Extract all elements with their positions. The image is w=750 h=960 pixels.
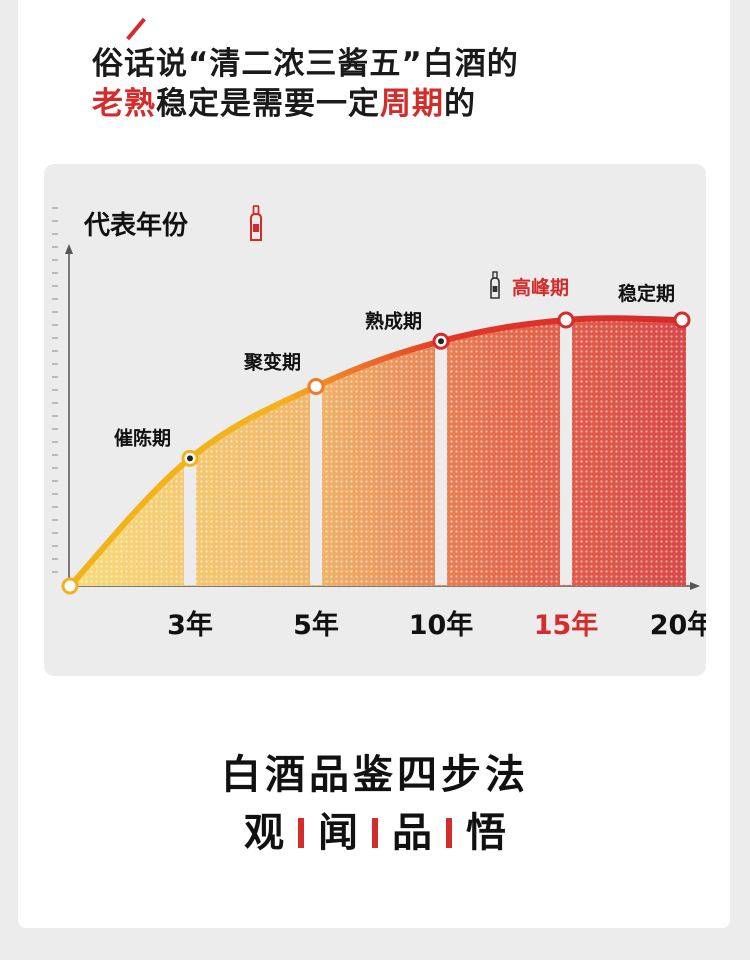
y-axis-ticks — [52, 207, 58, 573]
step-separator — [372, 818, 378, 848]
step-taste: 品 — [392, 810, 432, 856]
stage-divider — [560, 314, 572, 585]
stage-marker-dot — [187, 455, 193, 462]
stage-label: 催陈期 — [114, 426, 171, 449]
step-reflect: 悟 — [466, 810, 506, 856]
aging-chart-panel: 催陈期 聚变期 熟成期 高峰期 稳定期 3年 5年 10年 15年 20年 代表年份 — [44, 164, 706, 676]
stage-label: 聚变期 — [243, 351, 301, 374]
stage-marker — [673, 311, 691, 329]
x-tick-labels: 3年 5年 10年 15年 20年 — [167, 609, 706, 641]
headline-highlight-aging: 老熟 — [92, 86, 156, 122]
bottle-icon — [250, 205, 262, 241]
step-look: 观 — [244, 810, 284, 856]
headline-highlight-cycle: 周期 — [380, 86, 444, 122]
stage-labels: 催陈期 聚变期 熟成期 高峰期 稳定期 — [114, 271, 675, 449]
stage-divider — [435, 314, 447, 585]
step-smell: 闻 — [318, 810, 358, 856]
aging-chart: 催陈期 聚变期 熟成期 高峰期 稳定期 3年 5年 10年 15年 20年 代表年份 — [52, 205, 706, 641]
x-axis-arrow — [690, 582, 700, 590]
bottle-icon — [490, 271, 500, 299]
headline-line1: 俗话说“清二浓三酱五”白酒的 — [92, 46, 519, 82]
method-steps: 观闻品悟 — [0, 800, 750, 858]
method-title: 白酒品鉴四步法 — [221, 752, 529, 798]
accent-slash — [126, 17, 146, 41]
y-axis-arrow — [65, 244, 73, 254]
stage-divider — [184, 314, 196, 585]
x-tick-label: 10年 — [409, 609, 474, 641]
area-fill — [70, 318, 686, 586]
headline: 俗话说“清二浓三酱五”白酒的 老熟稳定是需要一定周期的 — [92, 44, 519, 124]
stage-markers — [61, 311, 691, 595]
headline-end: 的 — [444, 86, 476, 122]
stage-marker — [557, 311, 575, 329]
stage-label: 熟成期 — [365, 309, 422, 332]
stage-label: 高峰期 — [512, 276, 569, 299]
x-tick-label: 5年 — [293, 609, 339, 641]
y-axis-label: 代表年份 — [83, 210, 188, 241]
stage-marker — [307, 378, 325, 395]
headline-mid: 稳定是需要一定 — [156, 86, 380, 122]
start-marker — [61, 577, 79, 595]
step-separator — [446, 818, 452, 848]
x-tick-label: 15年 — [534, 609, 599, 641]
x-tick-label: 20年 — [650, 609, 706, 641]
step-separator — [298, 818, 304, 848]
stage-label: 稳定期 — [618, 282, 675, 305]
x-tick-label: 3年 — [167, 609, 213, 641]
stage-divider — [310, 314, 322, 585]
stage-marker-dot — [438, 338, 444, 345]
